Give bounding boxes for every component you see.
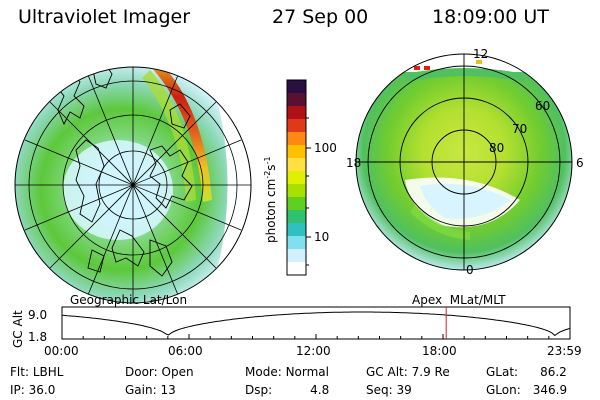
time-tick-1800: 18:00	[422, 344, 457, 358]
mode-status: Mode: Normal	[245, 366, 329, 378]
colorbar-tick-100: 100	[314, 141, 337, 155]
colorbar-cell	[287, 106, 306, 120]
ip-label: IP:	[10, 383, 25, 397]
unit-s: s	[264, 164, 278, 171]
time-tick-2359: 23:59	[547, 344, 582, 358]
mlt-label-18: 18	[346, 156, 362, 170]
seq-status: Seq: 39	[366, 384, 412, 396]
ip-status: IP: 36.0	[10, 384, 55, 396]
glon-status: GLon: 346.9	[486, 384, 567, 396]
colorbar-cell	[287, 145, 306, 159]
mlt-label-12: 12	[473, 47, 489, 61]
glat-label: GLat:	[486, 365, 519, 379]
colorbar-tick-10: 10	[314, 230, 330, 244]
unit-photon: photon cm	[264, 178, 278, 243]
altitude-axis-label: GC Alt	[11, 310, 25, 348]
gain-value: 13	[160, 383, 176, 397]
unit-sup-2: -1	[263, 156, 272, 165]
time-tick-0600: 06:00	[168, 344, 203, 358]
geographic-image	[14, 66, 252, 304]
dsp-value: 4.8	[310, 383, 330, 397]
mlt-label-0: 0	[466, 263, 474, 277]
glat-value: 86.2	[540, 365, 567, 379]
time-tick-1200: 12:00	[296, 344, 331, 358]
mode-value: Normal	[285, 365, 329, 379]
colorbar-cell	[287, 80, 306, 94]
geographic-panel-label: Geographic Lat/Lon	[70, 293, 188, 307]
colorbar-cell	[287, 171, 306, 185]
colorbar-cell	[287, 249, 306, 263]
door-value: Open	[161, 365, 194, 379]
glat-status: GLat: 86.2	[486, 366, 567, 378]
time-label: 18:09:00 UT	[432, 6, 549, 28]
colorbar-cell	[287, 223, 306, 237]
colorbar-cell	[287, 197, 306, 211]
gain-label: Gain:	[125, 383, 157, 397]
colorbar-unit-label: photon cm-2s-1	[263, 156, 278, 243]
unit-sup-1: -2	[263, 170, 272, 179]
mlat-label-70: 70	[512, 122, 528, 136]
flt-status: Flt: LBHL	[10, 366, 63, 378]
date-label: 27 Sep 00	[272, 6, 369, 28]
altitude-tick-1-8: 1.8	[28, 330, 48, 344]
mlt-label-6: 6	[576, 156, 584, 170]
colorbar-cell	[287, 210, 306, 224]
seq-value: 39	[396, 383, 412, 397]
apex-image	[355, 53, 573, 271]
colorbar-cell	[287, 158, 306, 172]
gcalt-value: 7.9 Re	[411, 365, 450, 379]
instrument-title: Ultraviolet Imager	[18, 6, 191, 28]
mode-label: Mode:	[245, 365, 282, 379]
colorbar	[286, 79, 311, 276]
dsp-status: Dsp: 4.8	[245, 384, 329, 396]
gcalt-status: GC Alt: 7.9 Re	[366, 366, 450, 378]
colorbar-cell	[287, 132, 306, 146]
glon-value: 346.9	[532, 383, 568, 397]
altitude-tick-9: 9.0	[28, 308, 48, 322]
colorbar-cell	[287, 93, 306, 107]
colorbar-cell	[287, 262, 306, 276]
colorbar-cell	[287, 184, 306, 198]
flt-label: Flt:	[10, 365, 29, 379]
door-status: Door: Open	[125, 366, 194, 378]
mlat-label-60: 60	[535, 99, 551, 113]
seq-label: Seq:	[366, 383, 393, 397]
glon-label: GLon:	[486, 383, 521, 397]
door-label: Door:	[125, 365, 158, 379]
apex-panel-label: Apex MLat/MLT	[412, 293, 506, 307]
dsp-label: Dsp:	[245, 383, 273, 397]
mlat-label-80: 80	[489, 141, 505, 155]
time-tick-0000: 00:00	[44, 344, 79, 358]
gain-status: Gain: 13	[125, 384, 176, 396]
gcalt-label: GC Alt:	[366, 365, 408, 379]
colorbar-cell	[287, 236, 306, 250]
flt-value: LBHL	[32, 365, 64, 379]
colorbar-cell	[287, 119, 306, 133]
ip-value: 36.0	[28, 383, 56, 397]
altitude-plot	[61, 306, 571, 340]
